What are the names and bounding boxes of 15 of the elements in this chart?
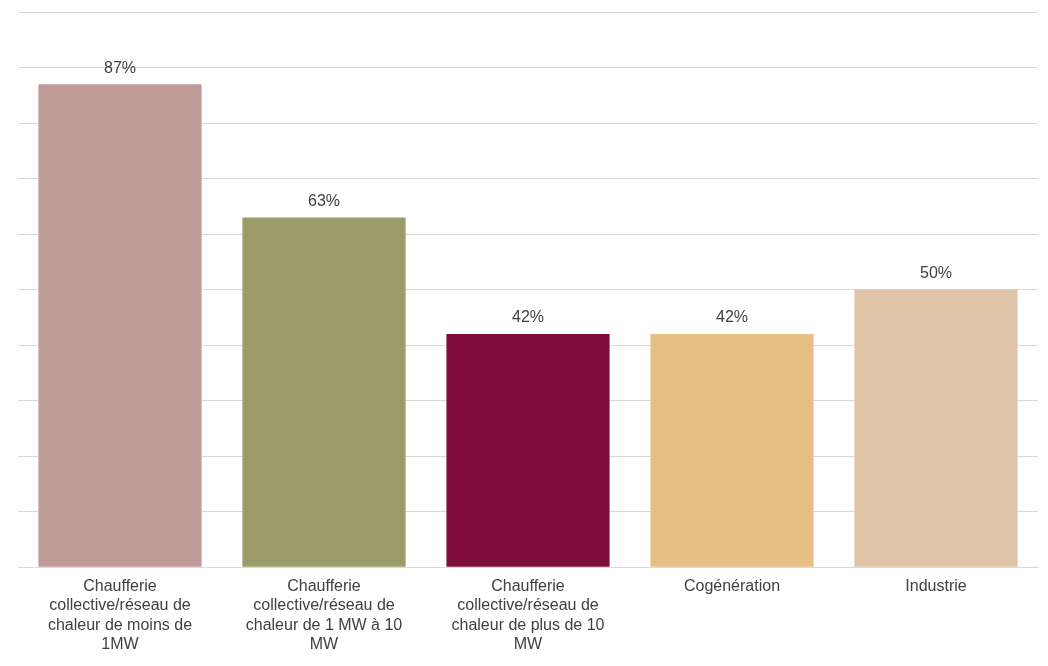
bar — [650, 334, 814, 567]
bar — [242, 217, 406, 567]
bar — [854, 289, 1018, 567]
bar — [38, 84, 202, 567]
x-tick-label: Chaufferie collective/réseau de chaleur de plus de 10 MW — [451, 577, 605, 652]
data-label: 42% — [511, 308, 545, 326]
data-label: 63% — [307, 191, 341, 209]
data-label: 42% — [715, 308, 749, 326]
x-tick-label: Industrie — [905, 577, 967, 595]
x-tick-label: Cogénération — [683, 577, 781, 595]
data-label: 50% — [919, 264, 953, 282]
bar — [446, 334, 610, 567]
data-label: 87% — [103, 58, 137, 76]
x-tick-label: Chaufferie collective/réseau de chaleur de moins de 1MW — [47, 577, 193, 652]
x-tick-label: Chaufferie collective/réseau de chaleur de 1 MW à 10 MW — [245, 577, 403, 652]
